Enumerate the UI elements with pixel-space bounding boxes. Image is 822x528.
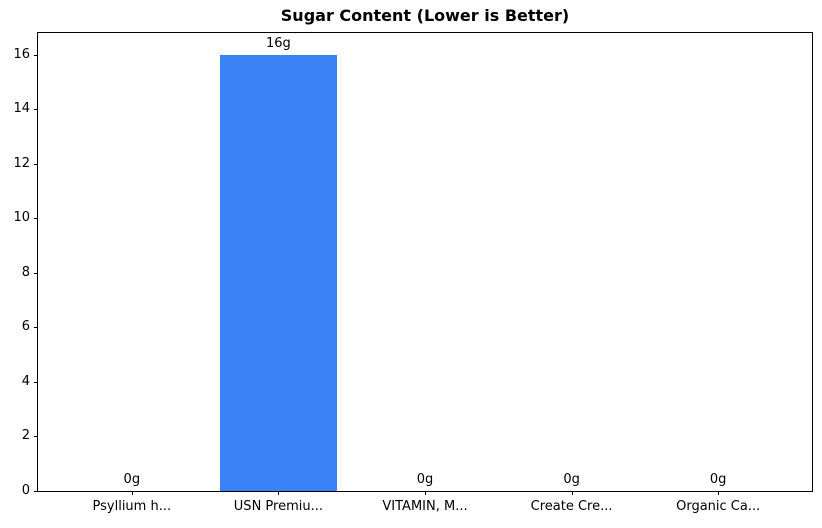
y-tick-label: 14 — [13, 101, 30, 117]
x-tick-mark — [425, 491, 426, 495]
bar-value-label: 0g — [416, 472, 434, 487]
bar-value-label: 0g — [563, 472, 580, 487]
bar — [219, 54, 338, 491]
x-category-label: Psyllium h... — [92, 499, 172, 514]
x-category-label: VITAMIN, M... — [382, 499, 468, 514]
x-tick-mark — [131, 491, 133, 495]
x-category-label: USN Premiu... — [233, 499, 324, 514]
x-category-label: Organic Ca... — [676, 499, 761, 514]
bar-value-label: 16g — [266, 35, 291, 51]
y-tick-mark — [34, 163, 38, 165]
y-tick-mark — [34, 436, 38, 438]
y-tick-mark — [34, 327, 38, 329]
chart-title: Sugar Content (Lower is Better) — [280, 6, 570, 25]
bar-value-label: 0g — [709, 472, 727, 487]
y-tick-label: 2 — [21, 428, 30, 444]
x-tick-mark — [571, 491, 573, 495]
bar-value-label: 0g — [123, 472, 141, 487]
y-tick-label: 6 — [21, 319, 30, 335]
x-tick-mark — [278, 491, 280, 495]
x-tick-mark — [718, 491, 720, 495]
plot-area: 0 2 4 6 8 10 12 14 16 0g Psyllium h... 16g USN Premi… — [13, 32, 813, 514]
y-tick-label: 8 — [21, 264, 30, 280]
y-tick-mark — [34, 218, 38, 220]
y-tick-mark — [34, 109, 38, 111]
y-tick-label: 12 — [13, 155, 30, 171]
y-tick-mark — [34, 381, 38, 383]
y-tick-mark — [34, 54, 38, 56]
y-tick-mark — [34, 491, 38, 492]
y-tick-mark — [34, 272, 38, 274]
y-tick-label: 4 — [21, 373, 30, 389]
y-tick-label: 0 — [21, 483, 30, 498]
y-tick-label: 10 — [13, 210, 30, 226]
x-category-label: Create Cre... — [530, 499, 613, 514]
y-tick-label: 16 — [13, 46, 30, 62]
